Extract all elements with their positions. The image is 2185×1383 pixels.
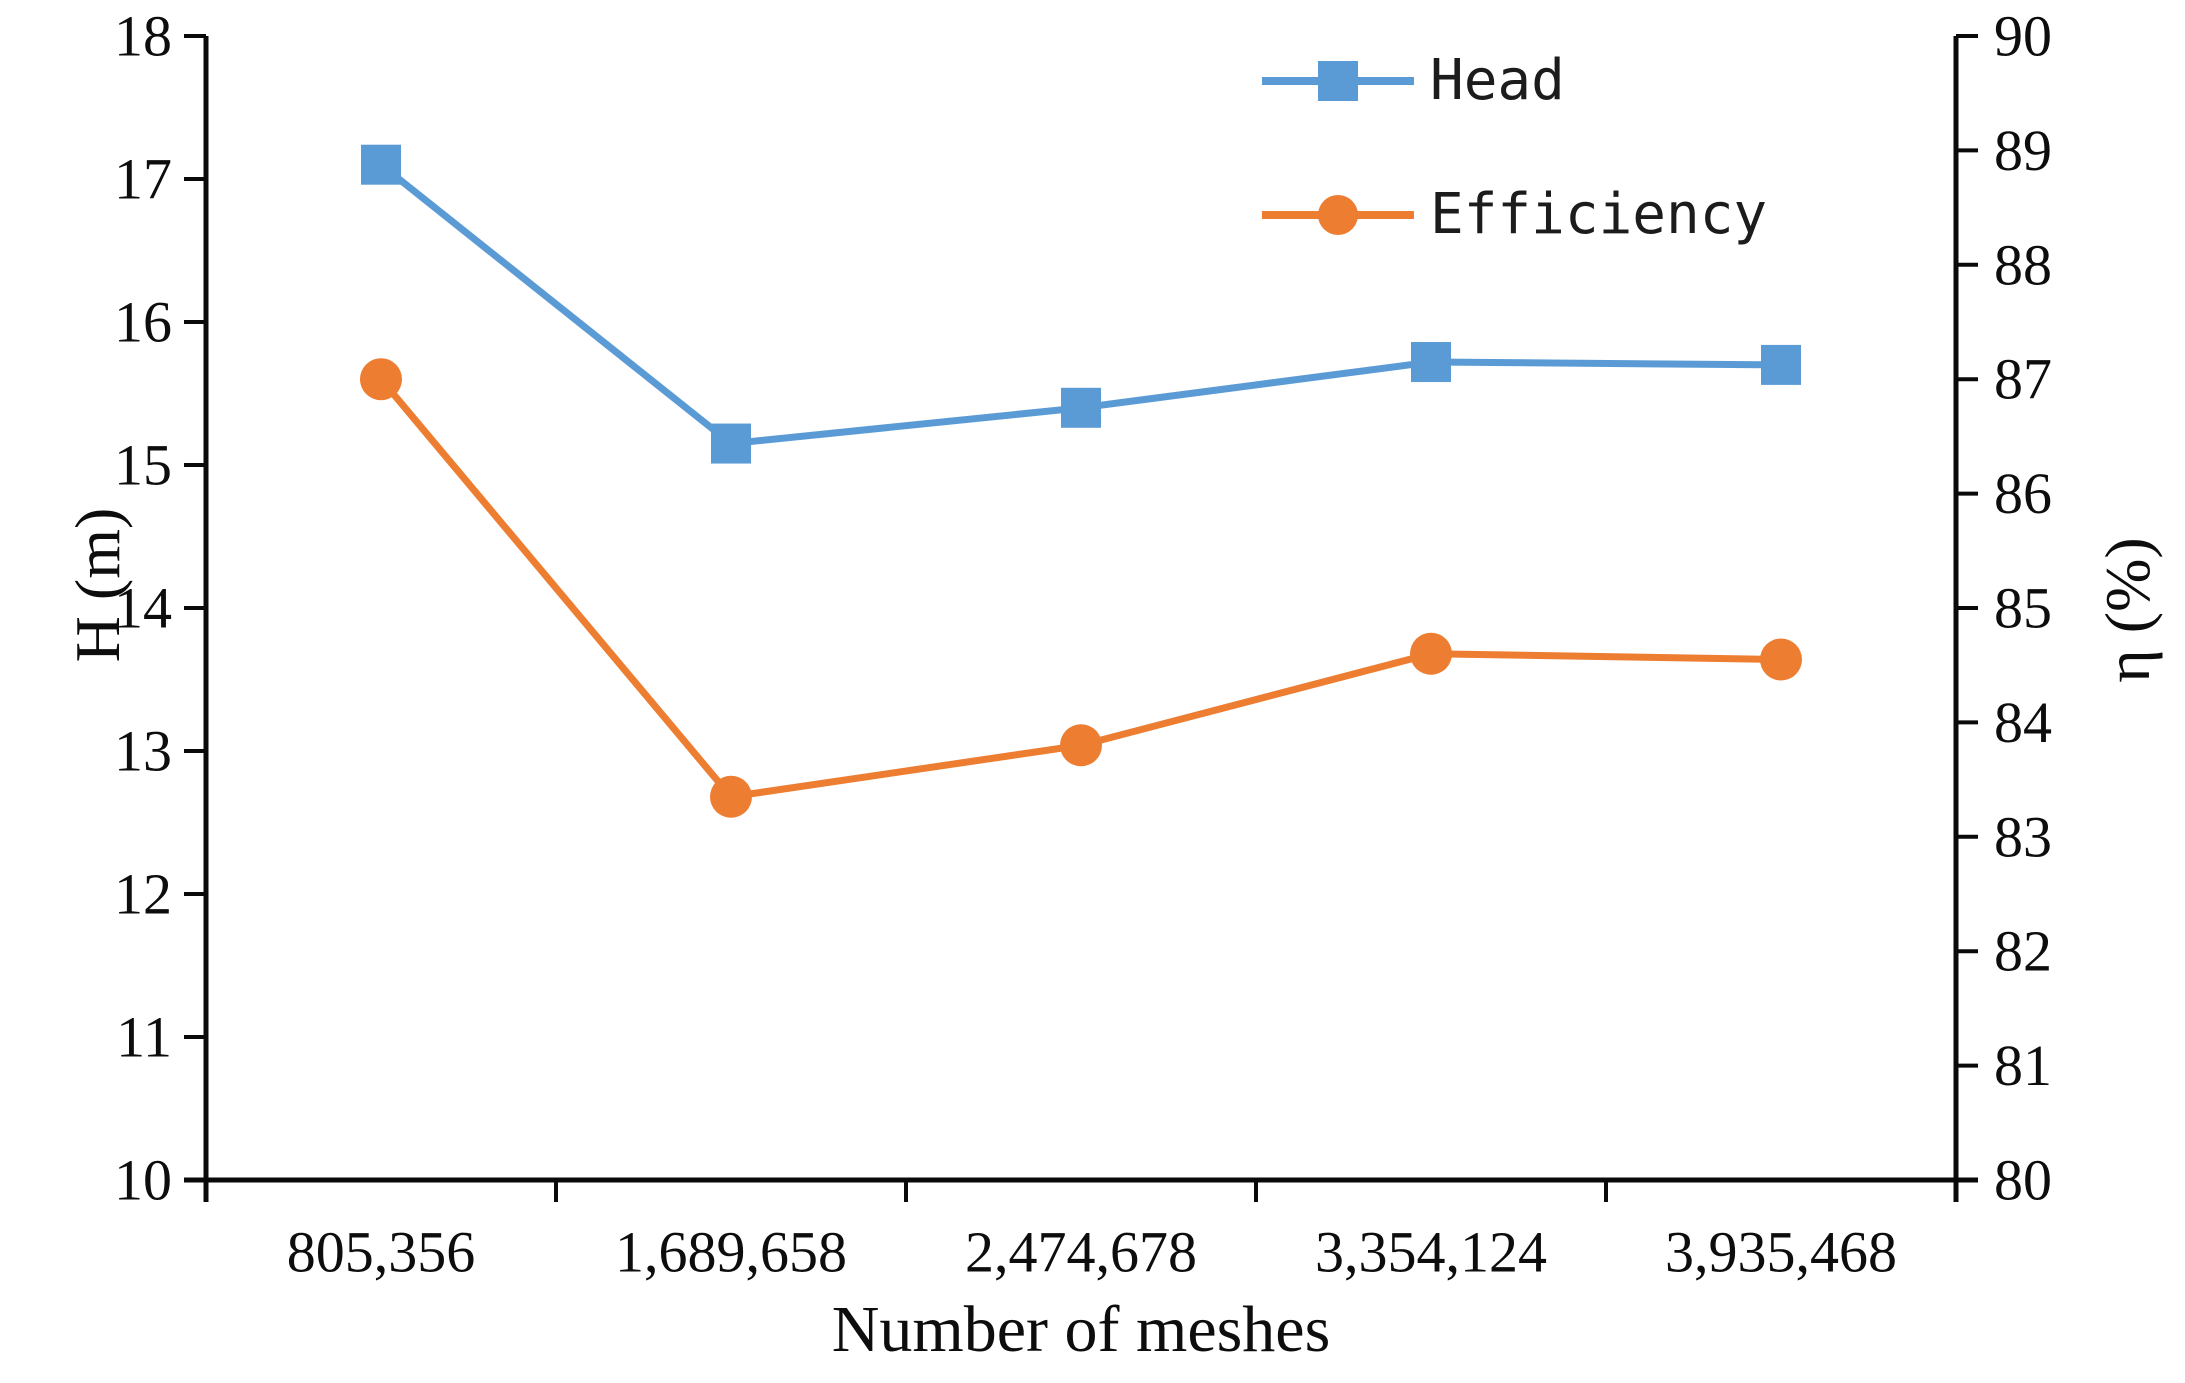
right-axis-title: η (%) [2092,537,2163,683]
head-data-point [1411,342,1451,383]
x-axis-category-label: 2,474,678 [965,1220,1197,1285]
left-axis-tick-label: 11 [116,1005,172,1070]
head-data-point [361,144,401,185]
left-axis-tick-label: 14 [114,576,172,641]
x-axis-category-label: 3,354,124 [1315,1220,1547,1285]
x-axis-category-label: 3,935,468 [1665,1220,1897,1285]
head-data-point [1761,344,1801,385]
x-axis-category-label: 805,356 [287,1220,476,1285]
head-data-point [711,423,751,464]
efficiency-data-point [360,358,402,401]
x-axis-title: Number of meshes [831,1293,1331,1366]
legend-label-head: Head [1430,48,1565,113]
left-axis-tick-label: 16 [114,290,172,355]
right-axis-tick-label: 89 [1994,118,2052,183]
efficiency-data-point [710,775,752,818]
left-axis-tick-label: 12 [114,862,172,927]
right-axis-tick-label: 88 [1994,232,2052,297]
left-axis-title: H (m) [62,507,133,663]
right-axis-tick-label: 83 [1994,804,2052,869]
legend-label-efficiency: Efficiency [1430,182,1768,247]
head-data-point [1061,387,1101,428]
legend-item-head: Head [1262,53,1565,109]
legend-item-efficiency: Efficiency [1262,187,1767,243]
left-axis-tick-label: 17 [114,147,172,212]
left-axis-tick-label: 13 [114,719,172,784]
efficiency-data-point [1410,632,1452,675]
left-axis-tick-label: 18 [114,4,172,69]
right-axis-tick-label: 80 [1994,1148,2052,1213]
right-axis-tick-label: 85 [1994,576,2052,641]
efficiency-data-point [1760,638,1802,681]
right-axis-tick-label: 81 [1994,1033,2052,1098]
right-axis-tick-label: 84 [1994,690,2052,755]
right-axis-tick-label: 86 [1994,461,2052,526]
right-axis-tick-label: 82 [1994,919,2052,984]
left-axis-tick-label: 15 [114,433,172,498]
right-axis-tick-label: 87 [1994,347,2052,412]
efficiency-data-point [1060,724,1102,767]
efficiency-legend-marker-icon [1262,192,1414,238]
x-axis-category-label: 1,689,658 [615,1220,847,1285]
right-axis-tick-label: 90 [1994,4,2052,69]
head-legend-marker-icon [1262,58,1414,104]
left-axis-tick-label: 10 [114,1148,172,1213]
